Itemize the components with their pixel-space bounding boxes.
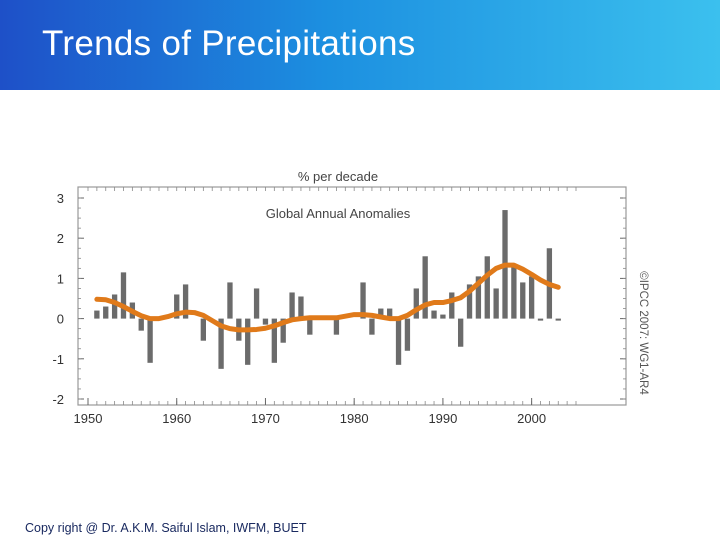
bar-1987 bbox=[413, 288, 419, 319]
bar-1998 bbox=[511, 264, 517, 319]
bar-1983 bbox=[378, 308, 384, 319]
x-tick-label: 1960 bbox=[162, 411, 191, 426]
y-tick-label: -1 bbox=[52, 352, 64, 367]
bar-1951 bbox=[94, 310, 100, 319]
bar-1995 bbox=[484, 256, 490, 319]
bar-1999 bbox=[520, 282, 526, 319]
bar-1985 bbox=[395, 318, 402, 365]
bar-1952 bbox=[103, 306, 109, 319]
x-axis: 1950 1960 1970 1980 1990 2000 bbox=[74, 187, 577, 426]
bar-1972 bbox=[280, 318, 286, 343]
bar-1990 bbox=[440, 314, 446, 319]
x-tick-label: 1970 bbox=[251, 411, 280, 426]
bar-1965 bbox=[218, 318, 224, 369]
y-tick-label: 3 bbox=[57, 191, 64, 206]
bar-1966 bbox=[227, 282, 233, 319]
plot-frame bbox=[77, 186, 627, 406]
bar-2003 bbox=[555, 318, 561, 321]
bar-1961 bbox=[182, 284, 189, 319]
y-tick-label: 2 bbox=[57, 231, 64, 246]
bar-1971 bbox=[271, 318, 277, 363]
bar-1963 bbox=[200, 318, 206, 341]
smoothed-line bbox=[94, 262, 561, 333]
bar-1992 bbox=[457, 318, 464, 347]
bar-1974 bbox=[298, 296, 304, 319]
bar-1970 bbox=[262, 318, 269, 325]
bar-1957 bbox=[147, 318, 153, 363]
bar-2000 bbox=[528, 276, 535, 319]
bar-1969 bbox=[253, 288, 260, 319]
bar-1953 bbox=[111, 294, 118, 319]
bar-1960 bbox=[174, 294, 180, 319]
bar-1996 bbox=[493, 288, 499, 319]
y-tick-label: 0 bbox=[57, 312, 64, 327]
bar-1956 bbox=[138, 318, 144, 331]
bar-1988 bbox=[422, 256, 428, 319]
y-tick-label: -2 bbox=[52, 392, 64, 407]
bar-1975 bbox=[307, 318, 313, 335]
bar-1993 bbox=[466, 284, 473, 319]
chart-svg: % per decade Global Annual Anomalies ©IP… bbox=[52, 169, 649, 426]
bar-1991 bbox=[449, 292, 455, 319]
bar-1954 bbox=[120, 272, 127, 319]
y-axis: 3 2 1 0 -1 -2 bbox=[52, 191, 626, 407]
bar-1982 bbox=[369, 318, 375, 335]
smoothed-series bbox=[94, 262, 561, 333]
chart-credit: ©IPCC 2007: WG1-AR4 bbox=[637, 271, 649, 395]
x-tick-label: 1950 bbox=[74, 411, 103, 426]
slide-title: Trends of Precipitations bbox=[42, 24, 416, 63]
title-bar: Trends of Precipitations bbox=[0, 0, 720, 90]
chart-ylabel: % per decade bbox=[298, 169, 378, 184]
x-tick-label: 1990 bbox=[428, 411, 457, 426]
bar-1978 bbox=[333, 318, 340, 335]
bar-series bbox=[94, 210, 561, 369]
precipitation-chart: % per decade Global Annual Anomalies ©IP… bbox=[40, 165, 660, 435]
bar-1968 bbox=[245, 318, 251, 365]
x-tick-label: 2000 bbox=[517, 411, 546, 426]
bar-2001 bbox=[537, 318, 544, 321]
bar-1981 bbox=[360, 282, 366, 319]
bar-1973 bbox=[289, 292, 295, 319]
bar-1984 bbox=[387, 308, 393, 319]
chart-title: Global Annual Anomalies bbox=[266, 206, 411, 221]
bar-1986 bbox=[404, 318, 411, 351]
bar-1994 bbox=[475, 276, 482, 319]
y-tick-label: 1 bbox=[57, 271, 64, 286]
bar-1989 bbox=[431, 310, 437, 319]
x-tick-label: 1980 bbox=[340, 411, 369, 426]
footer-credit: Copy right @ Dr. A.K.M. Saiful Islam, IW… bbox=[25, 521, 307, 535]
